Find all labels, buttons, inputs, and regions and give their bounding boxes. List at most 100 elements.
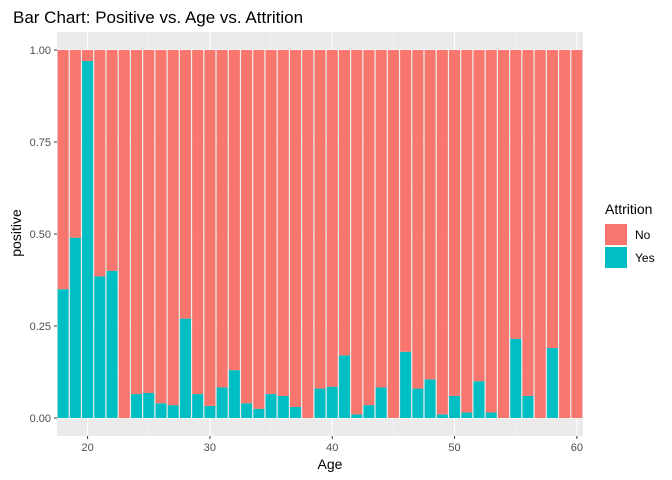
bar-no-age-52: [473, 50, 485, 382]
bar-yes-age-53: [485, 412, 497, 418]
bar-yes-age-48: [424, 379, 436, 418]
bar-no-age-43: [363, 50, 375, 406]
bar-no-age-20: [82, 50, 94, 62]
y-tick-label: 0.00: [30, 413, 51, 425]
bar-no-age-57: [534, 50, 546, 418]
bar-yes-age-35: [265, 394, 277, 418]
bar-yes-age-50: [449, 395, 461, 418]
bar-yes-age-29: [192, 394, 204, 418]
bar-no-age-50: [449, 50, 461, 396]
bar-yes-age-33: [241, 403, 253, 418]
bar-yes-age-26: [155, 403, 167, 418]
bar-no-age-22: [106, 50, 118, 271]
bar-no-age-35: [265, 50, 277, 395]
bar-yes-age-24: [131, 394, 143, 418]
bar-yes-age-56: [522, 395, 534, 418]
bar-no-age-29: [192, 50, 204, 395]
bar-yes-age-22: [106, 270, 118, 418]
bar-no-age-46: [400, 50, 412, 352]
legend-label-yes: Yes: [635, 251, 655, 265]
x-axis: 20 30 40 50 60: [81, 436, 583, 454]
bar-yes-age-30: [204, 405, 216, 418]
bar-yes-age-19: [69, 237, 81, 418]
bar-yes-age-58: [546, 348, 558, 418]
bar-yes-age-46: [400, 351, 412, 418]
bar-yes-age-40: [326, 386, 338, 418]
bar-yes-age-44: [375, 387, 387, 418]
x-tick-label: 30: [204, 442, 216, 454]
bar-yes-age-18: [57, 289, 69, 418]
bar-no-age-25: [143, 50, 155, 393]
bar-no-age-56: [522, 50, 534, 396]
bar-no-age-42: [351, 50, 363, 415]
chart-title: Bar Chart: Positive vs. Age vs. Attritio…: [13, 8, 303, 27]
bar-yes-age-25: [143, 392, 155, 418]
bar-no-age-24: [131, 50, 143, 395]
bar-yes-age-21: [94, 276, 106, 418]
x-tick-label: 20: [81, 442, 93, 454]
x-tick-label: 60: [571, 442, 583, 454]
plot-panel: [57, 32, 583, 436]
y-tick-label: 0.50: [30, 229, 51, 241]
bar-no-age-60: [571, 50, 583, 418]
bar-no-age-47: [412, 50, 424, 389]
bar-yes-age-47: [412, 388, 424, 418]
legend: Attrition No Yes: [605, 201, 655, 268]
bar-no-age-30: [204, 50, 216, 406]
legend-swatch-yes: [605, 247, 627, 268]
bar-no-age-36: [277, 50, 289, 396]
legend-swatch-no: [605, 224, 627, 245]
y-axis-title: positive: [8, 209, 24, 257]
bar-yes-age-39: [314, 388, 326, 418]
bar-no-age-58: [546, 50, 558, 349]
bar-yes-age-34: [253, 408, 265, 418]
legend-title: Attrition: [605, 201, 652, 217]
bar-yes-age-37: [290, 406, 302, 418]
bar-yes-age-36: [277, 395, 289, 418]
bars: [57, 50, 583, 418]
x-tick-label: 40: [326, 442, 338, 454]
bar-yes-age-41: [338, 355, 350, 418]
bar-no-age-28: [179, 50, 191, 319]
bar-yes-age-32: [228, 370, 240, 418]
bar-no-age-31: [216, 50, 228, 388]
bar-no-age-26: [155, 50, 167, 404]
bar-no-age-41: [338, 50, 350, 356]
y-tick-label: 0.25: [30, 321, 51, 333]
bar-yes-age-20: [82, 61, 94, 418]
bar-no-age-54: [497, 50, 509, 418]
bar-no-age-37: [290, 50, 302, 407]
bar-no-age-19: [69, 50, 81, 238]
bar-yes-age-52: [473, 381, 485, 418]
bar-no-age-53: [485, 50, 497, 413]
bar-no-age-21: [94, 50, 106, 277]
bar-no-age-39: [314, 50, 326, 389]
bar-no-age-51: [461, 50, 473, 413]
bar-yes-age-51: [461, 412, 473, 418]
legend-label-no: No: [635, 228, 651, 242]
x-tick-label: 50: [448, 442, 460, 454]
bar-no-age-55: [510, 50, 522, 339]
x-axis-title: Age: [318, 456, 343, 472]
bar-yes-age-42: [351, 414, 363, 418]
bar-yes-age-49: [436, 414, 448, 418]
legend-item-no: No: [605, 224, 651, 245]
bar-no-age-45: [387, 50, 399, 418]
bar-no-age-59: [559, 50, 571, 418]
bar-no-age-33: [241, 50, 253, 404]
bar-yes-age-43: [363, 405, 375, 418]
bar-no-age-48: [424, 50, 436, 380]
bar-no-age-49: [436, 50, 448, 415]
bar-yes-age-31: [216, 387, 228, 418]
y-tick-label: 1.00: [30, 45, 51, 57]
legend-item-yes: Yes: [605, 247, 655, 268]
bar-no-age-32: [228, 50, 240, 371]
bar-yes-age-27: [167, 405, 179, 418]
bar-yes-age-28: [179, 318, 191, 418]
y-tick-label: 0.75: [30, 137, 51, 149]
y-axis: 0.00 0.25 0.50 0.75 1.00: [30, 45, 57, 425]
bar-no-age-27: [167, 50, 179, 406]
bar-no-age-40: [326, 50, 338, 387]
bar-no-age-38: [302, 50, 314, 418]
